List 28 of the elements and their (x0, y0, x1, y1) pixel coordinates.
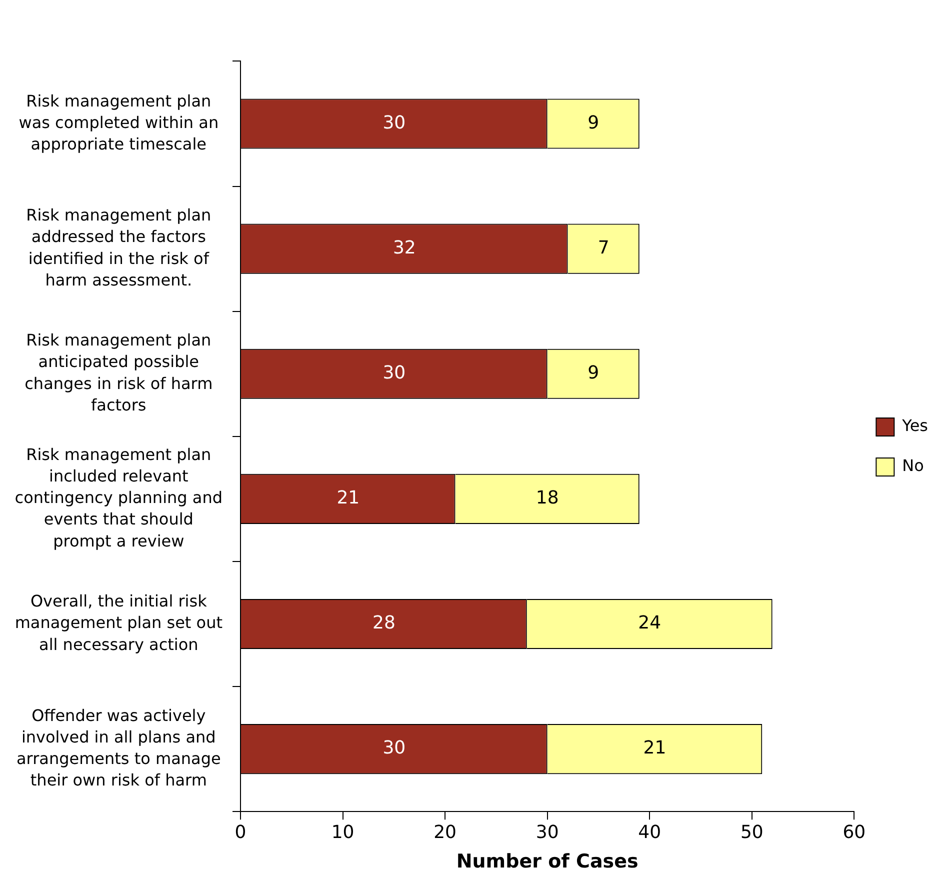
y-tick-label: Overall, the initial risk management plan set out all necessary action (14, 592, 222, 654)
x-tick-label: 0 (234, 822, 246, 844)
data-label: 30 (382, 112, 406, 134)
x-tick-label: 30 (536, 822, 559, 844)
y-tick-label: Risk management plan included relevant contingency planning and events that should prompt a review (14, 444, 223, 550)
data-label: 30 (382, 738, 406, 759)
x-tick-label: 40 (638, 822, 662, 844)
y-tick-label: Risk management plan was completed within an appropriate timescale (18, 91, 219, 154)
x-tick-label: 60 (842, 822, 866, 844)
legend-label: Yes (901, 416, 928, 436)
data-label: 28 (372, 612, 396, 634)
y-tick-label: Risk management plan anticipated possible changes in risk of harm factors (24, 330, 213, 414)
data-label: 24 (638, 612, 662, 634)
y-tick-label: Offender was actively involved in all plans and arrangements to manage their own risk of harm (16, 706, 221, 790)
x-axis-title: Number of Cases (456, 850, 638, 873)
data-label: 9 (588, 112, 600, 134)
data-label: 32 (392, 237, 416, 258)
data-label: 21 (643, 738, 666, 759)
x-tick-label: 20 (434, 822, 457, 844)
data-label: 30 (382, 362, 406, 384)
data-label: 7 (598, 237, 610, 258)
x-tick-label: 10 (331, 822, 354, 844)
legend-label: No (902, 456, 924, 476)
data-label: 9 (588, 362, 600, 384)
y-tick-label: Risk management plan addressed the factors identified in the risk of harm assessment. (26, 206, 212, 290)
x-tick-label: 50 (740, 822, 764, 844)
data-label: 21 (336, 488, 360, 509)
data-label: 18 (536, 488, 559, 509)
